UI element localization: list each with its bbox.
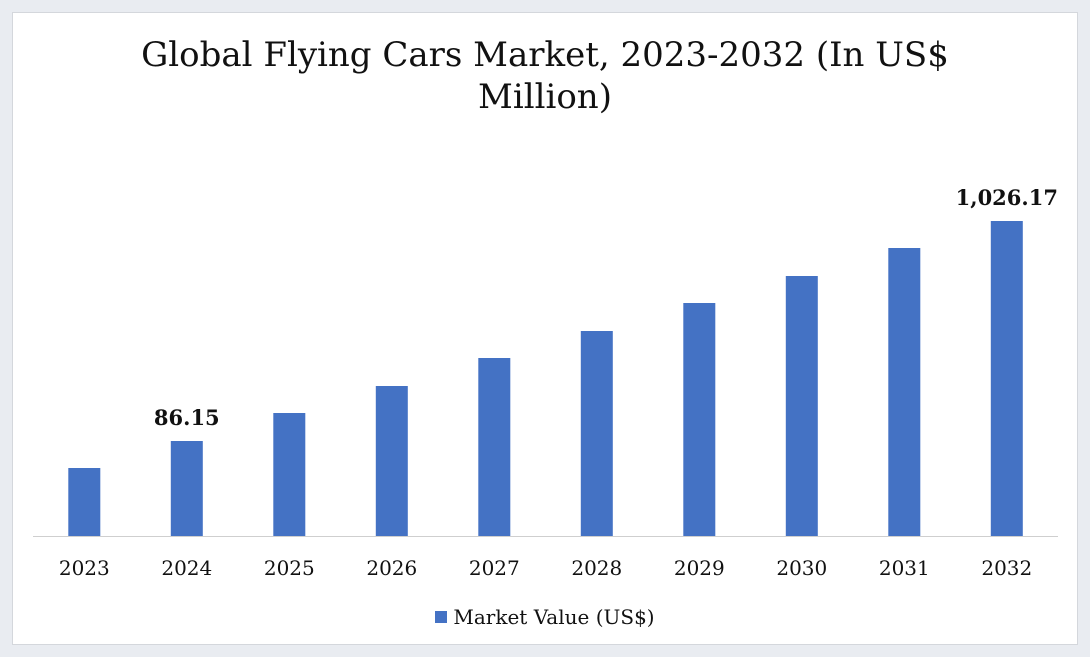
bar-2029 bbox=[683, 303, 716, 536]
legend-label: Market Value (US$) bbox=[453, 605, 655, 629]
x-tick-label-2024: 2024 bbox=[161, 556, 212, 580]
data-label-2032: 1,026.17 bbox=[956, 185, 1058, 210]
chart-title: Global Flying Cars Market, 2023-2032 (In… bbox=[0, 34, 1090, 118]
bar-2025 bbox=[273, 413, 306, 536]
x-tick-label-2025: 2025 bbox=[264, 556, 315, 580]
x-tick-label-2029: 2029 bbox=[674, 556, 725, 580]
x-tick-label-2032: 2032 bbox=[981, 556, 1032, 580]
bar-2027 bbox=[478, 358, 511, 536]
x-tick-label-2028: 2028 bbox=[571, 556, 622, 580]
data-label-2024: 86.15 bbox=[154, 405, 220, 430]
legend-swatch bbox=[435, 611, 448, 623]
x-tick-label-2026: 2026 bbox=[366, 556, 417, 580]
bar-2026 bbox=[375, 386, 408, 536]
bar-2032 bbox=[990, 221, 1023, 536]
x-tick-label-2030: 2030 bbox=[776, 556, 827, 580]
chart-title-line-2: Million) bbox=[478, 77, 612, 117]
x-tick-label-2023: 2023 bbox=[59, 556, 110, 580]
x-tick-label-2027: 2027 bbox=[469, 556, 520, 580]
x-tick-label-2031: 2031 bbox=[879, 556, 930, 580]
bar-2030 bbox=[785, 276, 818, 536]
bar-2028 bbox=[580, 331, 613, 536]
chart-legend: Market Value (US$) bbox=[0, 605, 1090, 629]
bar-2031 bbox=[888, 248, 921, 536]
bar-2023 bbox=[68, 468, 101, 536]
bar-2024 bbox=[170, 441, 203, 536]
chart-title-line-1: Global Flying Cars Market, 2023-2032 (In… bbox=[141, 35, 949, 75]
